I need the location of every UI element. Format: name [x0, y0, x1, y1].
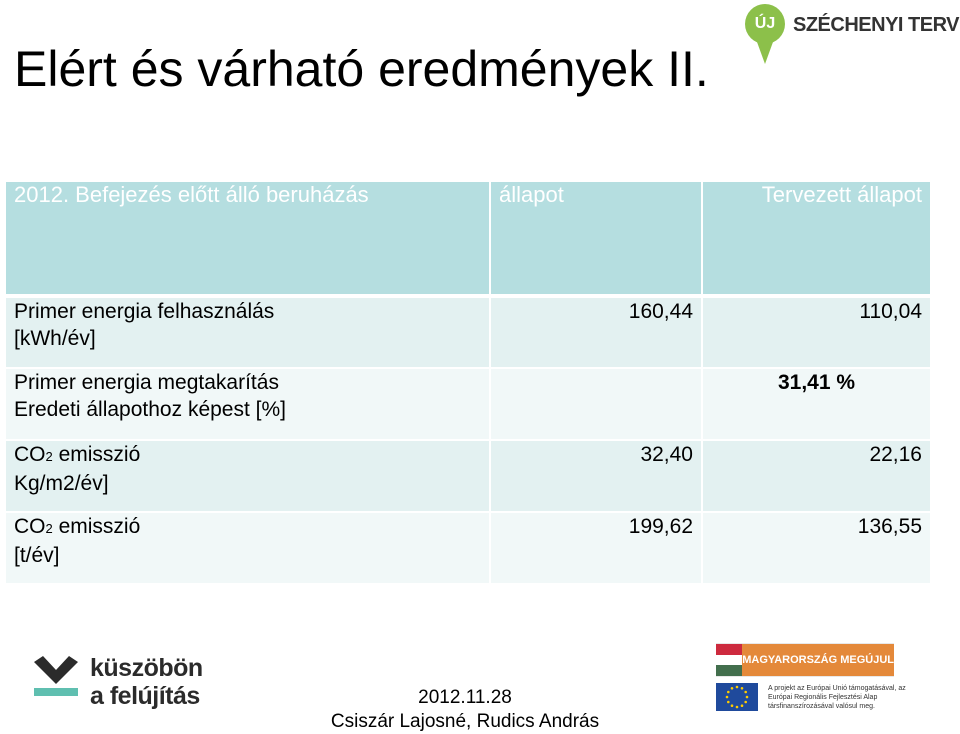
row-label-main: Primer energia felhasználás: [14, 300, 275, 323]
footer-authors: Csiszár Lajosné, Rudics András: [330, 711, 600, 732]
kuszobon-a-felujitas-logo: küszöbön a felújítás: [34, 654, 214, 710]
footer-date: 2012.11.28: [418, 687, 512, 708]
planned-value: 22,16: [702, 440, 932, 513]
eu-funding-note: A projekt az Európai Unió támogatásával,…: [768, 685, 906, 710]
row-label: Primer energia megtakarítás Eredeti álla…: [6, 368, 491, 441]
magyarorszag-megujul-banner: MAGYARORSZÁG MEGÚJUL: [716, 643, 894, 677]
current-value: 199,62: [490, 512, 703, 585]
row-label: CO2 emisszió [t/év]: [6, 512, 491, 585]
uj-badge: ÚJ: [745, 4, 785, 44]
kuszobon-text: küszöbön a felújítás: [90, 654, 203, 710]
megujul-label: MAGYARORSZÁG MEGÚJUL: [742, 644, 894, 676]
row-label-main: CO2 emisszió: [14, 443, 141, 466]
current-value: [490, 368, 703, 441]
eu-flag-icon: [716, 683, 758, 711]
current-value: 32,40: [490, 440, 703, 513]
header-planned: Tervezett állapot: [702, 182, 932, 298]
row-label-unit: Eredeti állapothoz képest [%]: [14, 398, 286, 421]
footer-credits: 2012.11.28 Csiszár Lajosné, Rudics Andrá…: [300, 686, 630, 734]
header-state: állapot: [490, 182, 703, 298]
table-row: CO2 emisszió [t/év] 199,62 136,55: [6, 512, 932, 585]
table-row: CO2 emisszió Kg/m2/év] 32,40 22,16: [6, 440, 932, 513]
row-label-unit: [kWh/év]: [14, 327, 96, 350]
header-project: 2012. Befejezés előtt álló beruházás: [6, 182, 491, 298]
row-label-main: Primer energia megtakarítás: [14, 371, 279, 394]
results-table: 2012. Befejezés előtt álló beruházás áll…: [6, 182, 932, 585]
planned-value: 31,41 %: [702, 368, 932, 441]
current-value: 160,44: [490, 296, 703, 369]
table-header-row: 2012. Befejezés előtt álló beruházás áll…: [6, 182, 932, 298]
row-label: CO2 emisszió Kg/m2/év]: [6, 440, 491, 513]
hungarian-flag-icon: [716, 644, 743, 677]
row-label-unit: Kg/m2/év]: [14, 472, 109, 495]
row-label: Primer energia felhasználás [kWh/év]: [6, 296, 491, 369]
planned-value: 110,04: [702, 296, 932, 369]
checkmark-icon: [34, 656, 78, 696]
planned-value: 136,55: [702, 512, 932, 585]
logo-drop-icon: [757, 42, 773, 64]
row-label-unit: [t/év]: [14, 544, 60, 567]
table-row: Primer energia felhasználás [kWh/év] 160…: [6, 296, 932, 369]
table-row: Primer energia megtakarítás Eredeti álla…: [6, 368, 932, 441]
row-label-main: CO2 emisszió: [14, 515, 141, 538]
szechenyi-terv-text: SZÉCHENYI TERV: [793, 14, 960, 36]
page-title: Elért és várható eredmények II.: [14, 41, 709, 97]
szechenyi-terv-logo: ÚJ SZÉCHENYI TERV: [745, 4, 960, 68]
